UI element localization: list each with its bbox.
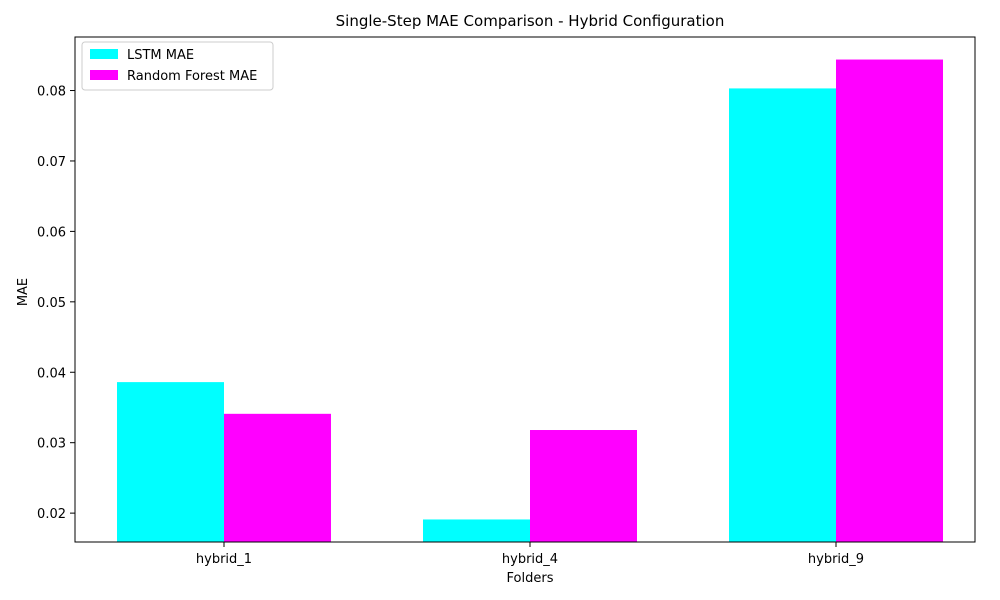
y-tick-label: 0.07 <box>37 155 66 170</box>
legend-swatch <box>90 49 118 59</box>
bar-lstm-mae-hybrid_4 <box>423 519 530 542</box>
plot-area: hybrid_1 hybrid_4 hybrid_9 0.02 0.03 0.04 0.05… <box>37 36 976 567</box>
y-tick-label: 0.04 <box>37 366 66 381</box>
y-axis-label: MAE <box>16 278 31 306</box>
y-tick-label: 0.08 <box>37 85 66 100</box>
axes-frame <box>74 36 976 543</box>
legend-label: LSTM MAE <box>127 48 194 63</box>
y-tick-label: 0.05 <box>37 296 66 311</box>
bar-lstm-mae-hybrid_1 <box>117 382 224 542</box>
x-tick-label: hybrid_4 <box>502 552 558 567</box>
bar-random-forest-mae-hybrid_1 <box>224 413 331 542</box>
legend: LSTM MAE Random Forest MAE <box>81 41 274 91</box>
x-tick-label: hybrid_9 <box>808 552 864 567</box>
y-tick-label: 0.06 <box>37 225 66 240</box>
chart-title: Single-Step MAE Comparison - Hybrid Conf… <box>336 12 725 30</box>
legend-swatch <box>90 70 118 80</box>
y-tick-label: 0.02 <box>37 507 66 522</box>
bar-random-forest-mae-hybrid_4 <box>530 430 637 542</box>
bar-random-forest-mae-hybrid_9 <box>836 59 943 542</box>
legend-box <box>81 41 274 91</box>
bar-lstm-mae-hybrid_9 <box>729 88 836 542</box>
x-axis-label: Folders <box>507 571 554 586</box>
y-tick-label: 0.03 <box>37 437 66 452</box>
x-tick-label: hybrid_1 <box>196 552 252 567</box>
legend-label: Random Forest MAE <box>127 69 257 84</box>
